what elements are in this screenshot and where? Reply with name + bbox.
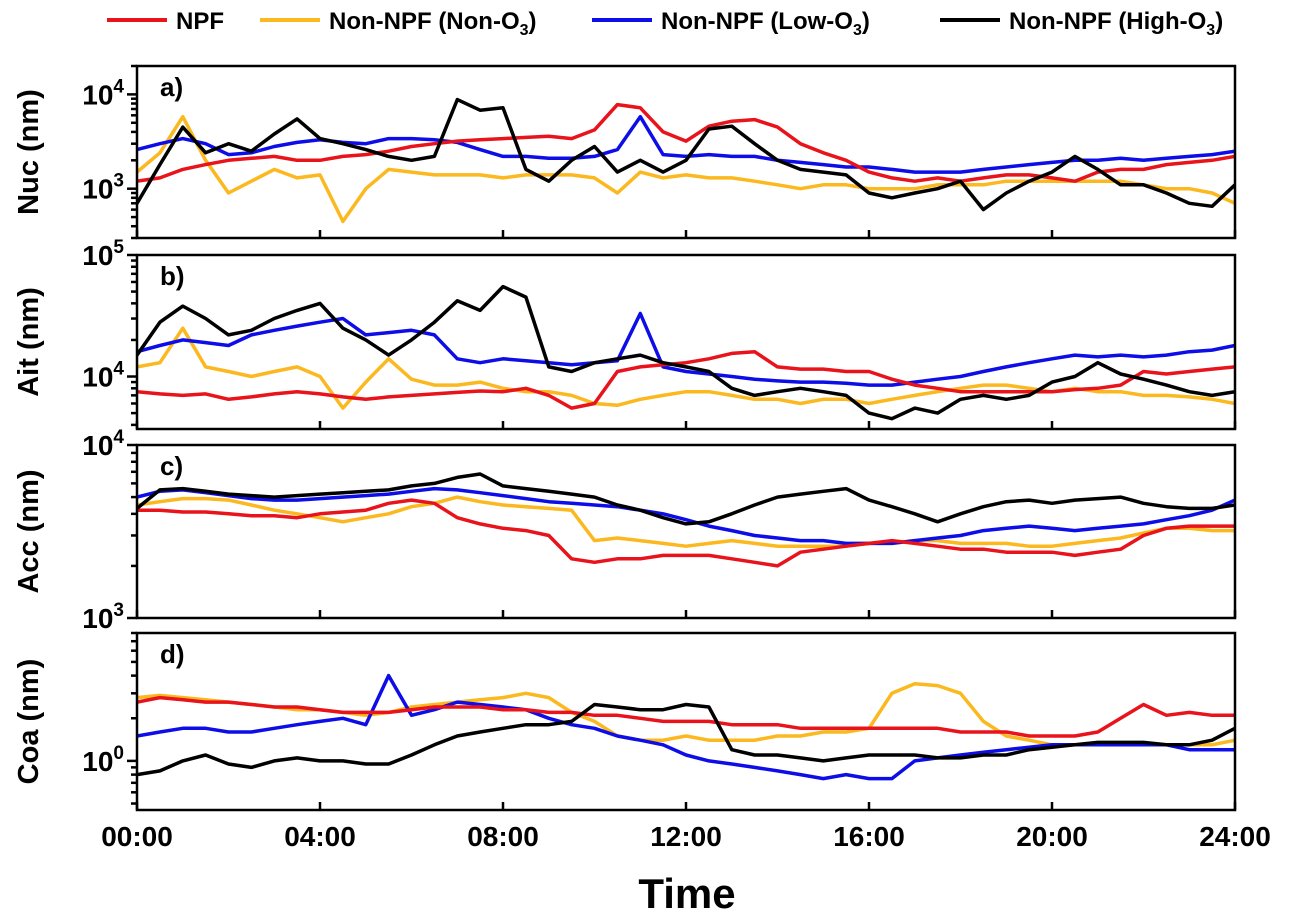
- series-line-low: [137, 486, 1235, 546]
- series-group: [137, 472, 1235, 568]
- series-line-npf: [137, 695, 1235, 738]
- y-ticks: 103 104: [82, 427, 137, 634]
- panel-frame: [135, 64, 1237, 240]
- legend-item-high: Non-NPF (High-O3): [940, 8, 1223, 39]
- legend-item-non: Non-NPF (Non-O3): [260, 8, 537, 39]
- y-tick-label: 104: [82, 427, 124, 461]
- series-line-npf: [137, 349, 1235, 410]
- x-axis-title: Time: [638, 870, 735, 917]
- series-line-npf: [137, 102, 1235, 183]
- chart-panels: 103 104 a) Nuc (nm) 104 105 b) Ait (nm) 103 104 c)…: [13, 64, 1237, 812]
- x-axis: 00:00 04:00 08:00 12:00 16:00 20:00 24:00: [101, 821, 1271, 852]
- x-tick-label: 04:00: [284, 821, 356, 852]
- legend: NPF Non-NPF (Non-O3) Non-NPF (Low-O3) Non-N…: [107, 8, 1223, 39]
- y-axis-title: Coa (nm): [13, 659, 45, 785]
- y-tick-label: 105: [82, 237, 124, 271]
- series-group: [137, 673, 1235, 781]
- series-group: [137, 97, 1235, 224]
- series-line-high: [137, 284, 1235, 421]
- series-line-low: [137, 311, 1235, 387]
- series-line-non: [137, 495, 1235, 548]
- series-line-npf: [137, 498, 1235, 568]
- legend-item-low: Non-NPF (Low-O3): [592, 8, 870, 39]
- panel-label: d): [160, 639, 185, 669]
- y-tick-label: 100: [82, 743, 124, 777]
- panel-a: 103 104 a) Nuc (nm): [13, 64, 1237, 240]
- x-tick-label: 16:00: [833, 821, 905, 852]
- legend-label-non: Non-NPF (Non-O3): [329, 8, 537, 39]
- y-axis-title: Nuc (nm): [13, 89, 45, 215]
- y-axis-title: Acc (nm): [13, 469, 45, 593]
- legend-label-npf: NPF: [176, 8, 224, 35]
- x-tick-label: 24:00: [1199, 821, 1271, 852]
- legend-label-low: Non-NPF (Low-O3): [661, 8, 870, 39]
- legend-label-high: Non-NPF (High-O3): [1009, 8, 1223, 39]
- y-tick-label: 104: [82, 359, 124, 393]
- series-line-non: [137, 114, 1235, 224]
- panel-label: a): [160, 72, 183, 102]
- y-ticks: 104 105: [82, 237, 137, 427]
- x-tick-label: 12:00: [650, 821, 722, 852]
- x-tick-label: 08:00: [467, 821, 539, 852]
- series-line-low: [137, 673, 1235, 781]
- y-ticks: 103 104: [82, 64, 137, 240]
- y-axis-title: Ait (nm): [13, 287, 45, 397]
- y-ticks: 100: [82, 631, 137, 805]
- x-tick-label: 20:00: [1016, 821, 1088, 852]
- panel-label: c): [160, 451, 183, 481]
- series-group: [137, 284, 1235, 421]
- panel-c: 103 104 c) Acc (nm): [13, 427, 1237, 634]
- legend-item-npf: NPF: [107, 8, 224, 35]
- panel-frame: [135, 253, 1237, 431]
- series-line-high: [137, 97, 1235, 212]
- y-tick-label: 103: [82, 171, 124, 205]
- panel-label: b): [160, 261, 185, 291]
- series-line-high: [137, 702, 1235, 777]
- panel-b: 104 105 b) Ait (nm): [13, 237, 1237, 431]
- x-tick-label: 00:00: [101, 821, 173, 852]
- y-tick-label: 103: [82, 600, 124, 634]
- panel-d: 100 d) Coa (nm): [13, 631, 1237, 812]
- y-tick-label: 104: [82, 76, 124, 110]
- series-line-high: [137, 472, 1235, 526]
